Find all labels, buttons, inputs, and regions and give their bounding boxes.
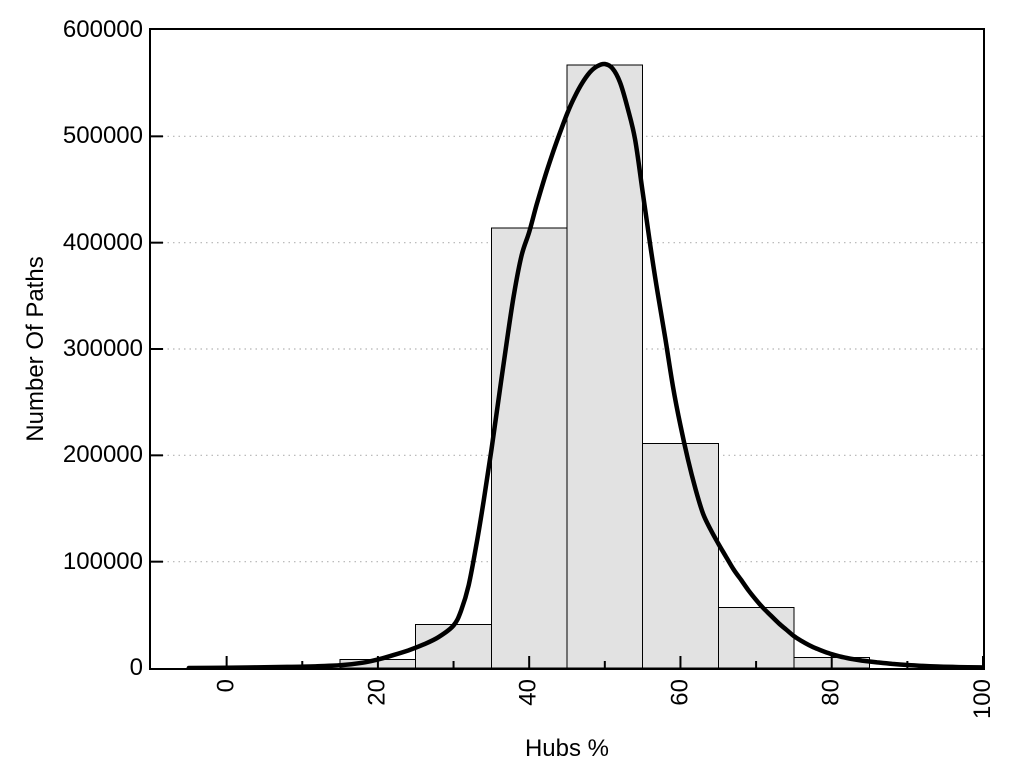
y-tick-label: 100000	[62, 547, 143, 575]
x-tick-label: 100	[969, 679, 996, 720]
x-tick-label: 60	[666, 679, 694, 706]
x-tick-label: 20	[363, 679, 391, 706]
y-tick-label: 300000	[62, 335, 143, 362]
histogram-bar	[415, 623, 492, 668]
y-tick-label: 500000	[62, 122, 143, 150]
histogram-bar	[717, 606, 795, 668]
x-tick-label: 0	[212, 679, 240, 693]
y-tick-label: 0	[129, 654, 143, 681]
x-axis-title: Hubs %	[524, 735, 610, 762]
plot-canvas	[151, 61, 983, 668]
histogram-bar	[642, 443, 719, 668]
y-tick-label: 400000	[62, 228, 143, 256]
y-tick-label: 600000	[62, 16, 143, 43]
fit-curve	[186, 61, 983, 668]
histogram-bar	[566, 64, 644, 668]
plot-area	[149, 28, 985, 670]
histogram-bar	[490, 227, 568, 668]
x-tick-label: 80	[817, 679, 845, 706]
x-tick-label: 40	[515, 679, 543, 706]
y-tick-label: 200000	[62, 441, 143, 469]
